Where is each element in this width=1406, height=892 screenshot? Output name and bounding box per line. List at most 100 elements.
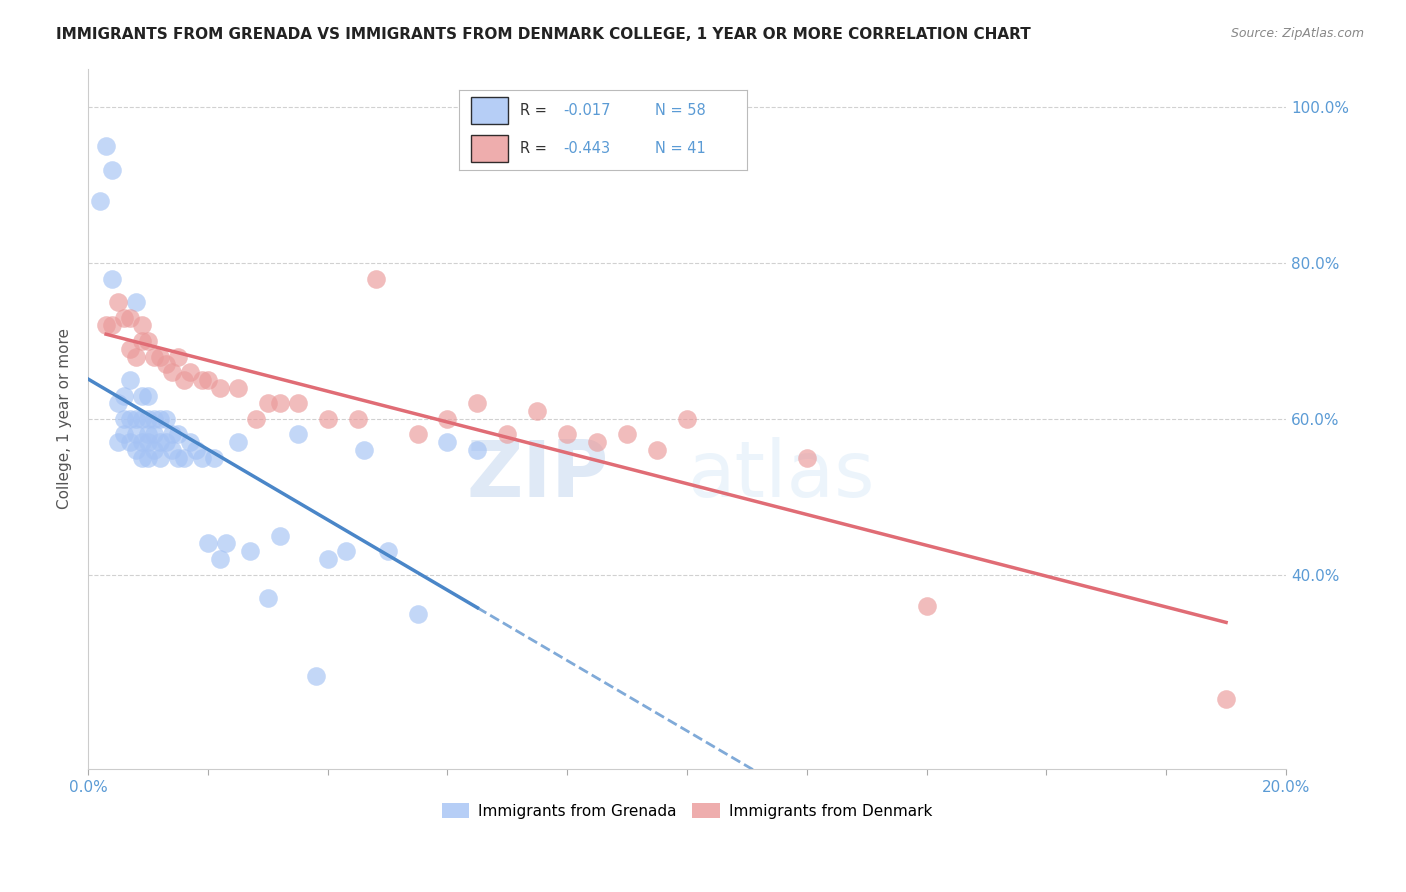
Point: [269, 529, 291, 543]
Point: [136, 334, 159, 348]
Point: [287, 427, 309, 442]
Point: [208, 381, 231, 395]
Point: [586, 435, 609, 450]
Point: [191, 373, 214, 387]
Point: [160, 365, 183, 379]
Point: [239, 544, 262, 558]
Point: [143, 350, 166, 364]
Point: [406, 607, 429, 621]
Point: [173, 373, 195, 387]
Point: [269, 396, 291, 410]
Point: [149, 450, 172, 465]
Point: [526, 404, 548, 418]
Point: [136, 412, 159, 426]
Text: IMMIGRANTS FROM GRENADA VS IMMIGRANTS FROM DENMARK COLLEGE, 1 YEAR OR MORE CORRE: IMMIGRANTS FROM GRENADA VS IMMIGRANTS FR…: [56, 27, 1031, 42]
Point: [353, 443, 375, 458]
Point: [184, 443, 207, 458]
Point: [287, 396, 309, 410]
Point: [101, 162, 124, 177]
Point: [208, 552, 231, 566]
Point: [346, 412, 368, 426]
Point: [89, 194, 111, 208]
Point: [215, 536, 238, 550]
Point: [155, 435, 177, 450]
Point: [107, 435, 129, 450]
Point: [305, 669, 328, 683]
Point: [120, 342, 142, 356]
Point: [645, 443, 668, 458]
Point: [107, 295, 129, 310]
Point: [160, 443, 183, 458]
Point: [436, 435, 458, 450]
Point: [112, 427, 135, 442]
Point: [149, 435, 172, 450]
Point: [915, 599, 938, 613]
Point: [167, 350, 190, 364]
Point: [112, 412, 135, 426]
Y-axis label: College, 1 year or more: College, 1 year or more: [58, 328, 72, 509]
Point: [94, 318, 117, 333]
Point: [120, 310, 142, 325]
Point: [120, 435, 142, 450]
Point: [143, 427, 166, 442]
Point: [796, 450, 818, 465]
Point: [136, 450, 159, 465]
Text: ZIP: ZIP: [467, 437, 609, 513]
Point: [364, 272, 387, 286]
Point: [436, 412, 458, 426]
Point: [131, 450, 153, 465]
Point: [167, 427, 190, 442]
Point: [149, 350, 172, 364]
Point: [676, 412, 699, 426]
Point: [131, 334, 153, 348]
Point: [197, 536, 219, 550]
Point: [197, 373, 219, 387]
Point: [377, 544, 399, 558]
Point: [316, 412, 339, 426]
Point: [179, 435, 201, 450]
Point: [191, 450, 214, 465]
Point: [256, 396, 278, 410]
Point: [125, 350, 148, 364]
Point: [555, 427, 578, 442]
Point: [125, 427, 148, 442]
Point: [136, 435, 159, 450]
Point: [406, 427, 429, 442]
Point: [143, 443, 166, 458]
Point: [112, 310, 135, 325]
Point: [143, 412, 166, 426]
Point: [155, 358, 177, 372]
Point: [616, 427, 638, 442]
Point: [179, 365, 201, 379]
Point: [94, 139, 117, 153]
Point: [149, 412, 172, 426]
Point: [202, 450, 225, 465]
Point: [136, 427, 159, 442]
Point: [256, 591, 278, 605]
Point: [316, 552, 339, 566]
Point: [467, 396, 489, 410]
Point: [125, 295, 148, 310]
Point: [101, 318, 124, 333]
Point: [107, 396, 129, 410]
Point: [131, 388, 153, 402]
Point: [136, 388, 159, 402]
Point: [155, 412, 177, 426]
Point: [131, 412, 153, 426]
Point: [160, 427, 183, 442]
Point: [335, 544, 357, 558]
Point: [467, 443, 489, 458]
Text: atlas: atlas: [688, 437, 875, 513]
Point: [125, 412, 148, 426]
Legend: Immigrants from Grenada, Immigrants from Denmark: Immigrants from Grenada, Immigrants from…: [436, 797, 938, 825]
Point: [120, 412, 142, 426]
Point: [120, 373, 142, 387]
Point: [226, 381, 249, 395]
Point: [131, 318, 153, 333]
Point: [1215, 692, 1237, 706]
Point: [245, 412, 267, 426]
Point: [496, 427, 519, 442]
Point: [131, 435, 153, 450]
Point: [173, 450, 195, 465]
Point: [101, 272, 124, 286]
